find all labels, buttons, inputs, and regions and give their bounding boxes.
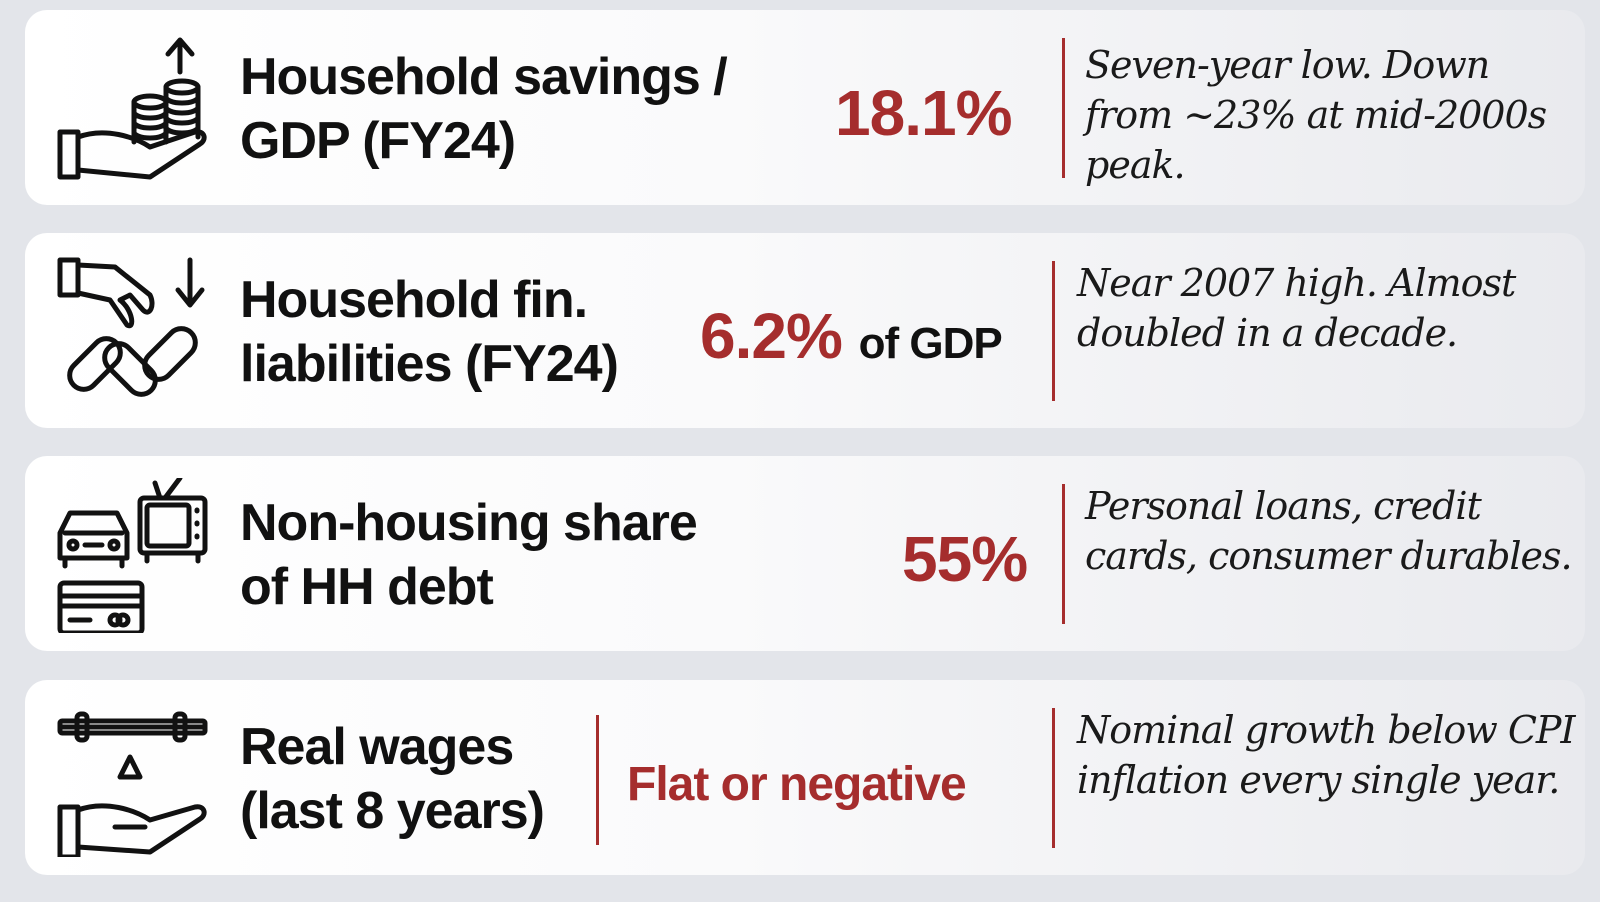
stat-note: Nominal growth below CPI inflation every… [1077,708,1576,802]
value-text: Flat or negative [627,758,967,811]
title-line: Non-housing share [240,494,698,552]
stat-card-real-wages: Real wages (last 8 years) Flat or negati… [25,680,1585,875]
title-line: of HH debt [240,558,494,616]
balance-scale-hand-icon [55,702,210,860]
divider [1052,708,1055,848]
stat-value: 6.2% of GDP [700,300,1003,379]
title-line: liabilities (FY24) [240,335,619,393]
title-line: (last 8 years) [240,782,545,840]
value-text: 18.1% [835,77,1012,149]
divider [596,715,599,845]
stat-card-non-housing-share: Non-housing share of HH debt 55% Persona… [25,456,1585,651]
hand-down-arrow-chain-icon [55,255,210,410]
stat-value: 55% [902,523,1028,595]
value-text: 55% [902,523,1028,595]
divider [1062,484,1065,624]
value-text: 6.2% [700,300,843,372]
stat-title: Real wages (last 8 years) [240,715,545,843]
hand-with-coins-up-arrow-icon [55,32,210,187]
stat-title: Household fin. liabilities (FY24) [240,268,619,396]
stat-value: 18.1% [835,77,1012,149]
stat-value: Flat or negative [627,750,967,820]
stat-note: Near 2007 high. Almost doubled in a deca… [1077,261,1516,355]
divider [1052,261,1055,401]
car-tv-credit-card-icon [55,475,210,636]
title-line: Household savings / [240,48,728,106]
stat-title: Non-housing share of HH debt [240,491,698,619]
title-line: Household fin. [240,271,588,329]
stat-note: Personal loans, credit cards, consumer d… [1085,484,1573,578]
divider [1062,38,1065,178]
title-line: GDP (FY24) [240,112,516,170]
stat-card-household-liabilities: Household fin. liabilities (FY24) 6.2% o… [25,233,1585,428]
stat-note: Seven-year low. Down from ~23% at mid-20… [1085,43,1547,187]
stat-title: Household savings / GDP (FY24) [240,45,728,173]
stat-card-household-savings: Household savings / GDP (FY24) 18.1% Sev… [25,10,1585,205]
title-line: Real wages [240,718,514,776]
value-suffix: of GDP [858,319,1003,368]
